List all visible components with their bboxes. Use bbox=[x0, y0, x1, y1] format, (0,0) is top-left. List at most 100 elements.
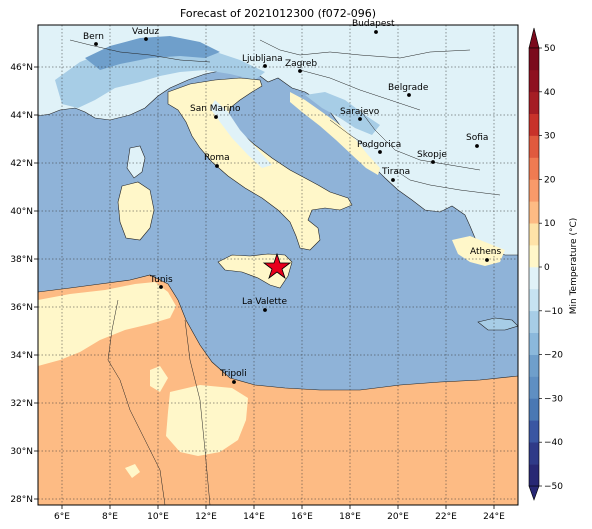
city-dot bbox=[298, 69, 302, 73]
corsica-land bbox=[126, 145, 146, 179]
lat-tick-label: 38°N bbox=[10, 255, 33, 265]
lat-tick-label: 46°N bbox=[10, 63, 33, 73]
alpine-colder-band bbox=[85, 36, 220, 70]
lon-tick-label: 8°E bbox=[102, 512, 118, 522]
axis-ticks: 6°E 8°E 10°E 12°E 14°E 16°E 18°E 20°E 22°E 24°E 28… bbox=[10, 63, 505, 522]
colorbar-segment bbox=[529, 179, 539, 202]
city-dot bbox=[374, 30, 378, 34]
colorbar-tick-label: −40 bbox=[544, 438, 563, 448]
city-dot bbox=[214, 115, 218, 119]
colorbar-tick-label: −50 bbox=[544, 482, 563, 492]
city-label: Belgrade bbox=[388, 83, 429, 93]
colorbar-tick-label: 0 bbox=[544, 263, 550, 273]
city-label: La Valette bbox=[242, 297, 287, 307]
colorbar-segment bbox=[529, 267, 539, 290]
country-borders bbox=[69, 39, 501, 505]
lat-tick-label: 30°N bbox=[10, 447, 33, 457]
colorbar-segment bbox=[529, 442, 539, 465]
crete-land bbox=[477, 317, 518, 331]
city-label: Sofia bbox=[466, 133, 488, 143]
city-dot bbox=[475, 144, 479, 148]
colorbar-segment bbox=[529, 135, 539, 158]
city-label: Skopje bbox=[417, 150, 447, 160]
city-dot bbox=[215, 164, 219, 168]
italy-cold-ridge bbox=[210, 100, 272, 168]
lon-tick-label: 10°E bbox=[147, 512, 169, 522]
city-label: Sarajevo bbox=[340, 107, 380, 117]
city-label: Ljubljana bbox=[242, 54, 283, 64]
lon-tick-label: 12°E bbox=[195, 512, 217, 522]
city-label: Tunis bbox=[149, 275, 173, 285]
lat-tick-label: 40°N bbox=[10, 207, 33, 217]
colorbar-tick-label: −20 bbox=[544, 351, 563, 361]
colorbar-segment bbox=[529, 201, 539, 224]
colorbar-segment bbox=[529, 332, 539, 355]
colorbar-tick-label: 50 bbox=[544, 44, 556, 54]
colorbar-segment bbox=[529, 420, 539, 443]
city-dot bbox=[144, 37, 148, 41]
city-dot bbox=[263, 308, 267, 312]
colorbar-segment bbox=[529, 376, 539, 399]
colorbar-segment bbox=[529, 223, 539, 246]
city-label: Tripoli bbox=[219, 369, 247, 379]
colorbar-extend-high bbox=[528, 27, 540, 49]
colorbar-segment bbox=[529, 113, 539, 136]
city-dot bbox=[378, 150, 382, 154]
city-label: San Marino bbox=[190, 104, 241, 114]
city-label: Athens bbox=[470, 247, 501, 257]
colorbar-segment bbox=[529, 157, 539, 180]
lon-tick-label: 22°E bbox=[435, 512, 457, 522]
lat-tick-label: 34°N bbox=[10, 351, 33, 361]
city-markers: Bern Vaduz Budapest Ljubljana Zagreb Belgrade… bbox=[83, 19, 501, 384]
colorbar-tick-label: −10 bbox=[544, 307, 563, 317]
sicily-land bbox=[217, 253, 293, 289]
colorbar-tick-label: −30 bbox=[544, 394, 563, 404]
colorbar-segment bbox=[529, 398, 539, 421]
city-label: Vaduz bbox=[132, 27, 159, 37]
colorbar-tick-label: 20 bbox=[544, 175, 556, 185]
city-label: Zagreb bbox=[285, 59, 317, 69]
lat-tick-label: 32°N bbox=[10, 399, 33, 409]
greece-coast-strip bbox=[452, 236, 505, 266]
colorbar-segment bbox=[529, 69, 539, 93]
lat-tick-label: 28°N bbox=[10, 495, 33, 505]
colorbar-segment bbox=[529, 288, 539, 312]
lat-tick-label: 42°N bbox=[10, 159, 33, 169]
colorbar-label: Min Temperature (°C) bbox=[569, 217, 579, 315]
lon-tick-label: 14°E bbox=[243, 512, 265, 522]
city-dot bbox=[232, 380, 236, 384]
graticule bbox=[38, 25, 518, 505]
city-label: Budapest bbox=[352, 19, 395, 29]
lon-tick-label: 18°E bbox=[339, 512, 361, 522]
colorbar: −50 −40 −30 −20 −10 0 10 20 30 40 50 bbox=[528, 27, 563, 501]
lon-tick-label: 16°E bbox=[291, 512, 313, 522]
libya-cool-spot bbox=[125, 464, 140, 478]
city-dot bbox=[391, 178, 395, 182]
city-dot bbox=[94, 42, 98, 46]
lon-tick-label: 24°E bbox=[483, 512, 505, 522]
city-dot bbox=[485, 258, 489, 262]
tunisia-cool-zone bbox=[38, 282, 176, 366]
star-marker bbox=[262, 252, 292, 280]
lat-tick-label: 44°N bbox=[10, 111, 33, 121]
adriatic-coast-strip bbox=[290, 92, 380, 175]
city-dot bbox=[263, 64, 267, 68]
coast-cool-spot bbox=[150, 366, 168, 392]
city-dot bbox=[159, 285, 163, 289]
city-dot bbox=[431, 160, 435, 164]
city-label: Bern bbox=[83, 32, 104, 42]
map-title: Forecast of 2021012300 (f072-096) bbox=[179, 7, 377, 20]
lon-tick-label: 6°E bbox=[54, 512, 70, 522]
city-label: Podgorica bbox=[357, 140, 401, 150]
colorbar-extend-low bbox=[528, 485, 540, 501]
map-frame bbox=[37, 24, 519, 506]
colorbar-segment bbox=[529, 354, 539, 377]
colorbar-tick-label: 40 bbox=[544, 88, 556, 98]
colorbar-segment bbox=[529, 48, 539, 71]
city-dot bbox=[407, 93, 411, 97]
lat-tick-label: 36°N bbox=[10, 303, 33, 313]
city-label: Tirana bbox=[381, 167, 410, 177]
balkan-cold-band bbox=[305, 92, 380, 135]
colorbar-tick-label: 30 bbox=[544, 132, 556, 142]
